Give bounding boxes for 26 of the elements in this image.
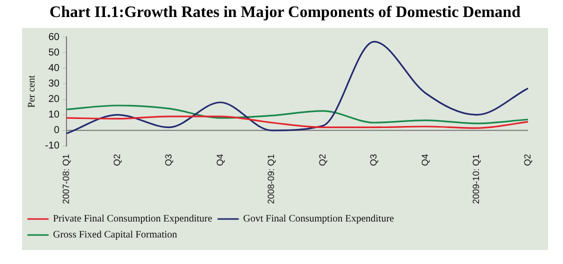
y-tick-label: 0: [54, 125, 60, 136]
legend-label: Govt Final Consumption Expenditure: [243, 214, 395, 225]
x-tick-label: 2009-10: Q1: [471, 154, 482, 204]
x-tick-label: Q4: [214, 154, 225, 166]
y-tick-label: -10: [45, 140, 60, 152]
x-tick-label: Q2: [317, 154, 328, 166]
y-tick-label: 10: [48, 110, 60, 121]
chart-title: Chart II.1:Growth Rates in Major Components of Domestic Demand: [48, 3, 522, 23]
y-tick-label: 40: [48, 62, 60, 74]
line-series: [66, 116, 529, 129]
y-tick-label: 60: [48, 32, 60, 43]
y-tick-label: 30: [48, 78, 60, 90]
legend-label: Gross Fixed Capital Formation: [53, 230, 178, 241]
x-tick-label: Q3: [164, 154, 174, 166]
line-series: [66, 40, 529, 134]
y-tick-label: 20: [48, 94, 60, 106]
y-axis-title: Per cent: [26, 75, 38, 108]
x-tick-label: Q2: [522, 154, 532, 166]
legend-label: Private Final Consumption Expenditure: [53, 214, 213, 225]
x-tick-label: Q2: [112, 154, 122, 166]
y-tick-label: 50: [48, 47, 60, 58]
line-series: [66, 104, 529, 124]
x-tick-label: 2008-09: Q1: [266, 154, 276, 204]
x-tick-label: 2007-08: Q1: [60, 154, 71, 204]
x-tick-label: Q3: [368, 154, 379, 166]
x-tick-label: Q4: [420, 154, 430, 166]
